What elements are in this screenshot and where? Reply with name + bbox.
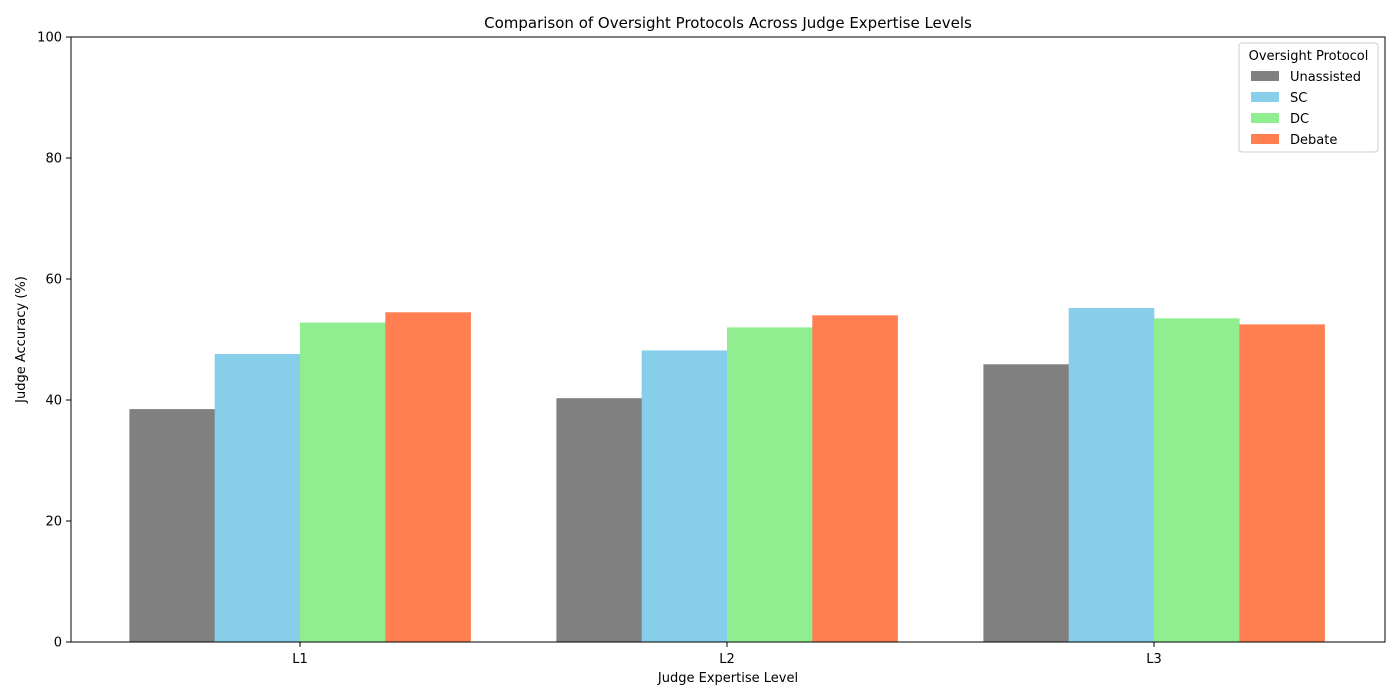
legend-swatch-sc	[1251, 92, 1279, 102]
legend-swatch-dc	[1251, 113, 1279, 123]
x-axis: L1 L2 L3	[292, 642, 1162, 667]
y-axis-label: Judge Accuracy (%)	[14, 276, 29, 404]
bar-dc-l3	[1154, 318, 1240, 642]
plot-frame	[70, 36, 1386, 643]
legend-label-sc: SC	[1290, 91, 1307, 106]
x-axis-label: Judge Expertise Level	[657, 671, 798, 686]
legend-label-unassisted: Unassisted	[1290, 70, 1361, 85]
bar-debate-l3	[1239, 324, 1325, 642]
y-tick-label: 100	[37, 31, 62, 46]
x-tick-label: L3	[1146, 652, 1162, 667]
y-tick-label: 60	[45, 273, 62, 288]
bar-sc-l1	[214, 354, 301, 642]
legend-box	[1238, 42, 1379, 153]
bar-sc-l2	[641, 350, 728, 642]
bar-unassisted-l3	[983, 364, 1069, 642]
bar-debate-l1	[385, 312, 471, 642]
x-tick-label: L1	[292, 652, 308, 667]
legend: Oversight Protocol Unassisted SC DC Debate	[1238, 42, 1379, 153]
y-tick-label: 40	[45, 394, 62, 409]
bar-unassisted-l2	[556, 398, 642, 642]
bar-debate-l2	[812, 315, 898, 642]
legend-swatch-unassisted	[1251, 71, 1279, 81]
bar-sc-l3	[1068, 308, 1155, 642]
legend-title: Oversight Protocol	[1249, 49, 1369, 64]
bar-dc-l1	[300, 322, 386, 642]
y-tick-label: 20	[45, 515, 62, 530]
y-tick-label: 0	[54, 636, 62, 651]
x-tick-label: L2	[719, 652, 735, 667]
legend-label-debate: Debate	[1290, 133, 1337, 148]
chart-title: Comparison of Oversight Protocols Across…	[484, 14, 972, 32]
bars	[129, 308, 1325, 642]
y-axis: 0 20 40 60 80 100	[37, 31, 71, 651]
legend-label-dc: DC	[1290, 112, 1309, 127]
y-tick-label: 80	[45, 152, 62, 167]
bar-dc-l2	[727, 327, 813, 642]
legend-items: Unassisted SC DC Debate	[1251, 70, 1361, 148]
bar-unassisted-l1	[129, 409, 215, 642]
legend-swatch-debate	[1251, 134, 1279, 144]
